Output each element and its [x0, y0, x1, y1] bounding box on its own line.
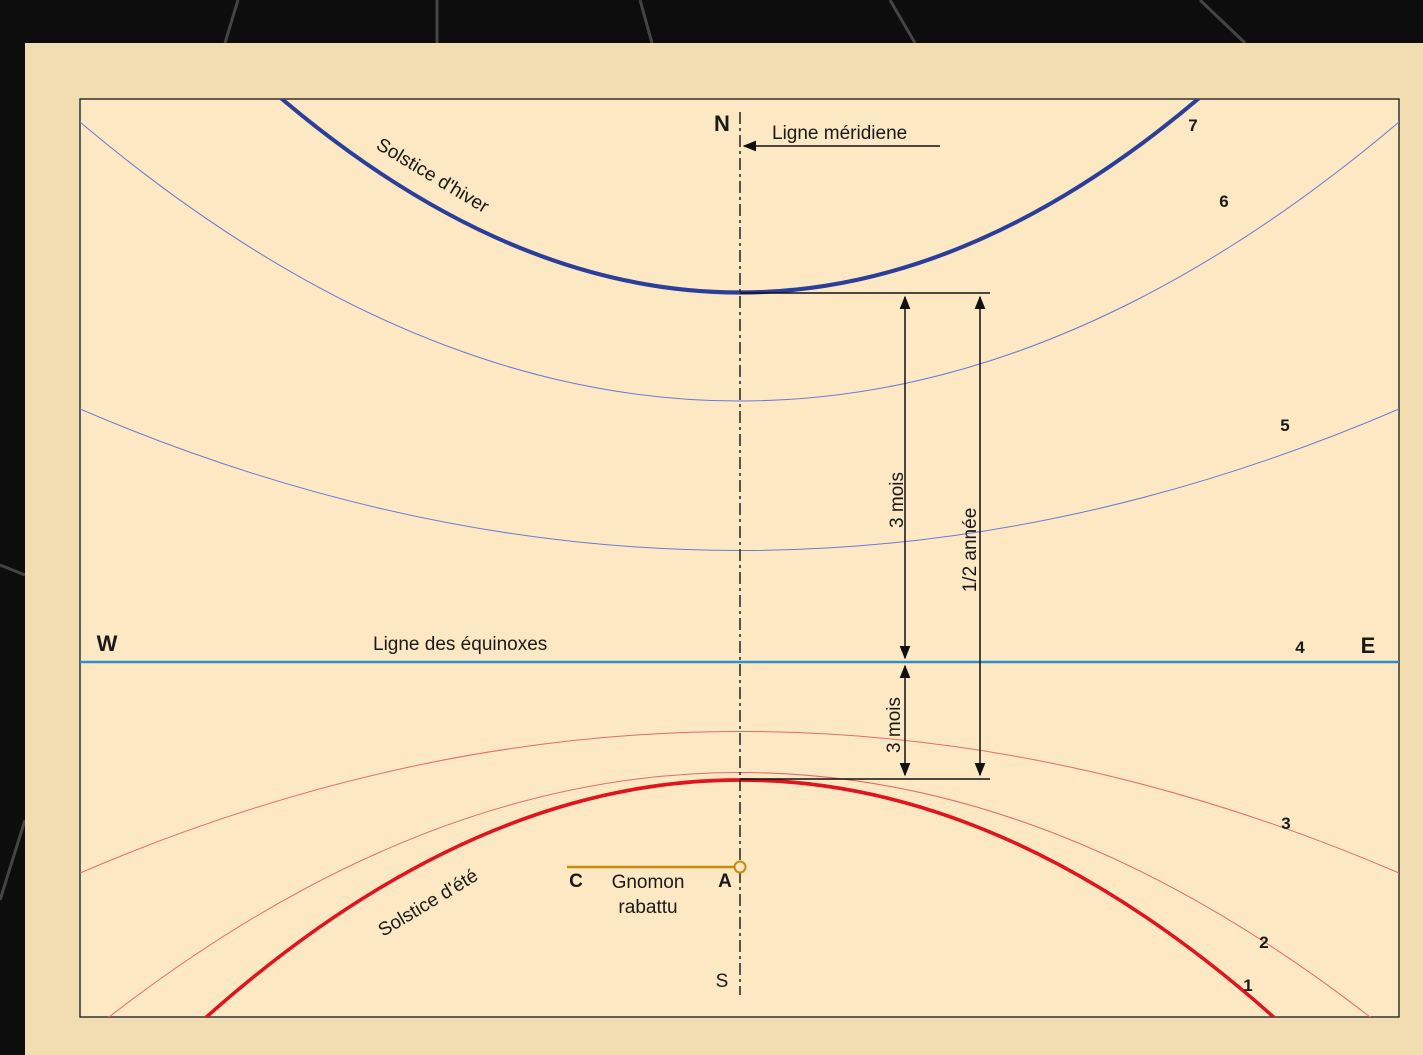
- east-label: E: [1361, 633, 1376, 658]
- board: N S W E Ligne méridiene Ligne des équino…: [25, 43, 1423, 1055]
- west-label: W: [97, 631, 118, 656]
- curve-number-5: 5: [1280, 416, 1289, 435]
- gnomon-pivot: [733, 860, 747, 874]
- curve-number-7: 7: [1188, 116, 1197, 135]
- curve-number-6: 6: [1219, 192, 1228, 211]
- curve-number-3: 3: [1281, 814, 1290, 833]
- three-months-upper-label: 3 mois: [887, 472, 908, 528]
- equinox-line-label: Ligne des équinoxes: [373, 634, 547, 655]
- half-year-label: 1/2 année: [960, 508, 981, 593]
- curve-number-4: 4: [1295, 638, 1305, 657]
- curve-number-2: 2: [1259, 933, 1268, 952]
- three-months-lower-label: 3 mois: [884, 697, 905, 753]
- gnomon-end-label: C: [569, 871, 583, 892]
- south-label: S: [716, 971, 729, 992]
- gnomon-foot-label: A: [718, 871, 732, 892]
- gnomon-label-line2: rabattu: [618, 897, 677, 918]
- curve-3: [80, 731, 1399, 874]
- curve-number-1: 1: [1243, 976, 1252, 995]
- gnomon-label-line1: Gnomon: [612, 872, 685, 893]
- sundial-diagram: N S W E Ligne méridiene Ligne des équino…: [79, 98, 1400, 1018]
- meridian-label: Ligne méridiene: [772, 123, 907, 144]
- curve-6: [80, 121, 1399, 402]
- north-label: N: [714, 111, 730, 136]
